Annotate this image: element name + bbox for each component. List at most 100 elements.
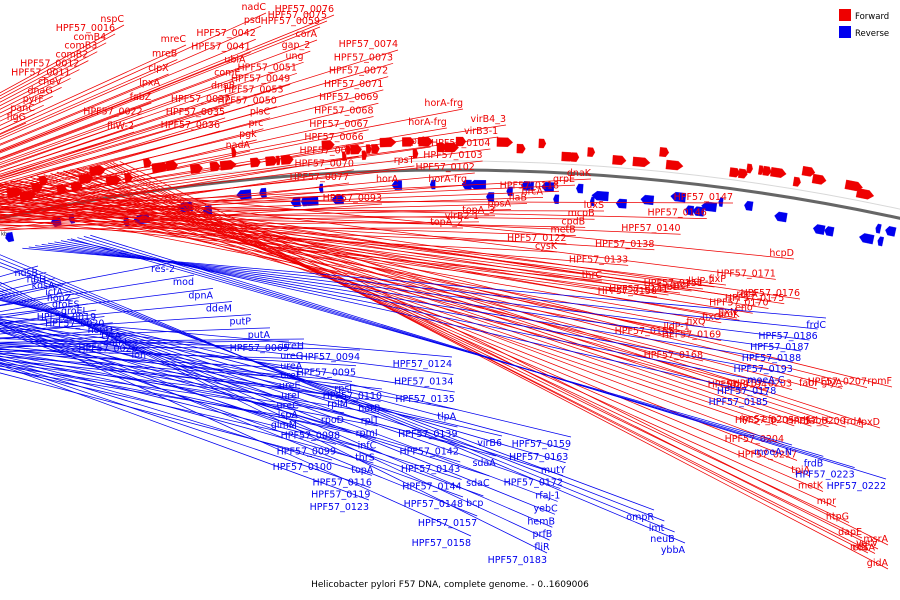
caption: Helicobacter pylori F57 DNA, complete ge…	[311, 580, 589, 590]
forward-label: lysS	[741, 414, 760, 425]
forward-leader	[0, 60, 89, 107]
reverse-label: fliR	[534, 542, 550, 553]
forward-label: HPF57_0012	[20, 59, 79, 70]
forward-label: HPF57_0037	[171, 94, 230, 105]
reverse-label: rpmI	[356, 428, 378, 439]
reverse-leader	[0, 296, 564, 477]
forward-label: HPF57_0064	[299, 145, 358, 156]
reverse-label: moeA-C	[747, 375, 785, 386]
reverse-leader	[77, 237, 824, 457]
forward-label: HPF57_0073	[334, 52, 393, 63]
forward-label: HPF57_0200	[786, 416, 845, 427]
reverse-leader	[0, 372, 333, 461]
reverse-leader	[0, 316, 453, 358]
forward-leader	[0, 205, 681, 294]
forward-leader	[0, 12, 267, 135]
forward-leader	[109, 162, 889, 570]
reverse-label: groES	[52, 300, 80, 311]
forward-label: HPF57_0093	[323, 193, 382, 204]
forward-label: fliW-2	[107, 121, 134, 132]
forward-label: corA	[296, 29, 318, 40]
reverse-label: HPF57_0134	[394, 377, 453, 388]
forward-label: HPF57_0150	[598, 286, 657, 297]
forward-leader	[0, 51, 98, 103]
reverse-leader	[0, 261, 176, 296]
forward-leader	[36, 175, 893, 388]
reverse-leader	[70, 238, 793, 446]
reverse-gene	[553, 194, 560, 204]
forward-label: msrA	[863, 534, 888, 545]
forward-leader	[103, 163, 876, 554]
reverse-leader	[0, 299, 572, 438]
forward-leader	[0, 14, 335, 151]
reverse-gene	[877, 236, 885, 247]
forward-label: cpdB	[561, 216, 585, 227]
forward-leader	[0, 104, 231, 179]
forward-leader	[56, 171, 829, 428]
forward-gene	[746, 163, 753, 174]
forward-label: HPF57_0016	[56, 23, 115, 34]
reverse-gene	[670, 191, 687, 203]
forward-label: HPF57_0175	[725, 293, 784, 304]
forward-leader	[0, 65, 246, 159]
forward-label: HPF57_0122	[507, 233, 566, 244]
forward-label: luxS	[584, 200, 604, 211]
reverse-label: HPF57_0110	[323, 391, 382, 402]
legend-reverse-swatch	[839, 26, 851, 38]
reverse-label: hemB	[527, 516, 555, 527]
reverse-label: lspA	[278, 410, 299, 421]
forward-leader	[0, 84, 291, 177]
forward-label: HPF57_0146	[647, 208, 706, 219]
reverse-leader	[0, 285, 550, 541]
forward-leader	[0, 102, 379, 194]
forward-leader	[0, 72, 298, 172]
forward-label: fabH	[806, 416, 828, 427]
reverse-label: nusB	[14, 268, 38, 279]
reverse-gene	[541, 182, 555, 192]
forward-leader	[0, 208, 669, 296]
reverse-gene	[701, 201, 718, 213]
forward-label: HPF57_0050	[217, 96, 276, 107]
reverse-leader	[0, 329, 461, 463]
reverse-leader	[0, 301, 233, 324]
forward-label: HPF57_0036	[161, 120, 220, 131]
forward-label: fixP	[709, 274, 727, 285]
reverse-label: putA	[248, 330, 271, 341]
forward-gene	[792, 176, 801, 187]
legend-forward-label: Forward	[855, 12, 889, 22]
reverse-label: HPF57_0163	[509, 452, 568, 463]
forward-label: panC	[10, 103, 35, 114]
reverse-leader	[0, 330, 462, 480]
forward-label: comB3	[64, 41, 97, 52]
forward-leader	[0, 227, 464, 230]
forward-label: HPF57_0104	[431, 138, 490, 149]
reverse-gene	[615, 198, 627, 209]
forward-leader	[0, 33, 116, 97]
forward-gene	[275, 155, 281, 166]
reverse-leader	[0, 294, 561, 489]
reverse-label: thrS	[355, 453, 375, 464]
kbp-scale: 20 kbp40 kbp60 kbp80 kbp100 kbp120 kbp14…	[0, 232, 10, 238]
reverse-label: lon	[132, 350, 146, 361]
legend: Forward Reverse	[839, 9, 889, 39]
forward-label: ndk	[794, 415, 812, 426]
forward-leader	[0, 76, 389, 184]
forward-label: HPF57_0168	[644, 350, 703, 361]
reverse-label: hopZ	[47, 293, 72, 304]
forward-gene	[455, 136, 467, 147]
forward-label: HPF57_0066	[304, 132, 363, 143]
forward-leader	[0, 62, 394, 180]
forward-label: HPF57_0176	[741, 288, 800, 299]
reverse-label: mutY	[541, 465, 566, 476]
reverse-leader	[0, 322, 484, 497]
forward-leader	[0, 202, 707, 219]
forward-leader	[0, 25, 262, 140]
forward-label: gap_2	[282, 40, 311, 51]
forward-label: comB2	[56, 50, 89, 61]
reverse-label: HPF57_0148	[404, 499, 463, 510]
forward-leader	[83, 167, 837, 508]
forward-leader	[0, 95, 284, 182]
reverse-leader	[0, 341, 138, 349]
forward-leader	[16, 179, 818, 390]
forward-label: HPF57_0194	[708, 379, 767, 390]
